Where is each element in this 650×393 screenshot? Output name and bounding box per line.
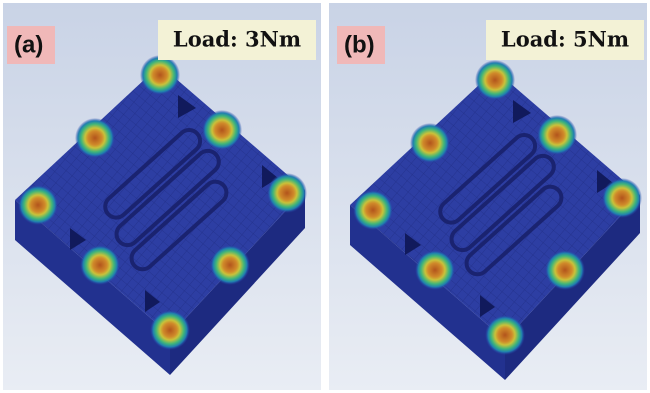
panel-label: (b) <box>344 31 375 58</box>
panel-b: (b) Load: 5Nm <box>329 3 647 390</box>
load-text: Load: 5Nm <box>501 27 629 52</box>
load-text: Load: 3Nm <box>173 27 301 52</box>
panel-a: (a) Load: 3Nm <box>3 3 321 390</box>
figure: (a) Load: 3Nm (b) Load: 5Nm <box>0 0 650 393</box>
panel-label: (a) <box>14 31 43 58</box>
